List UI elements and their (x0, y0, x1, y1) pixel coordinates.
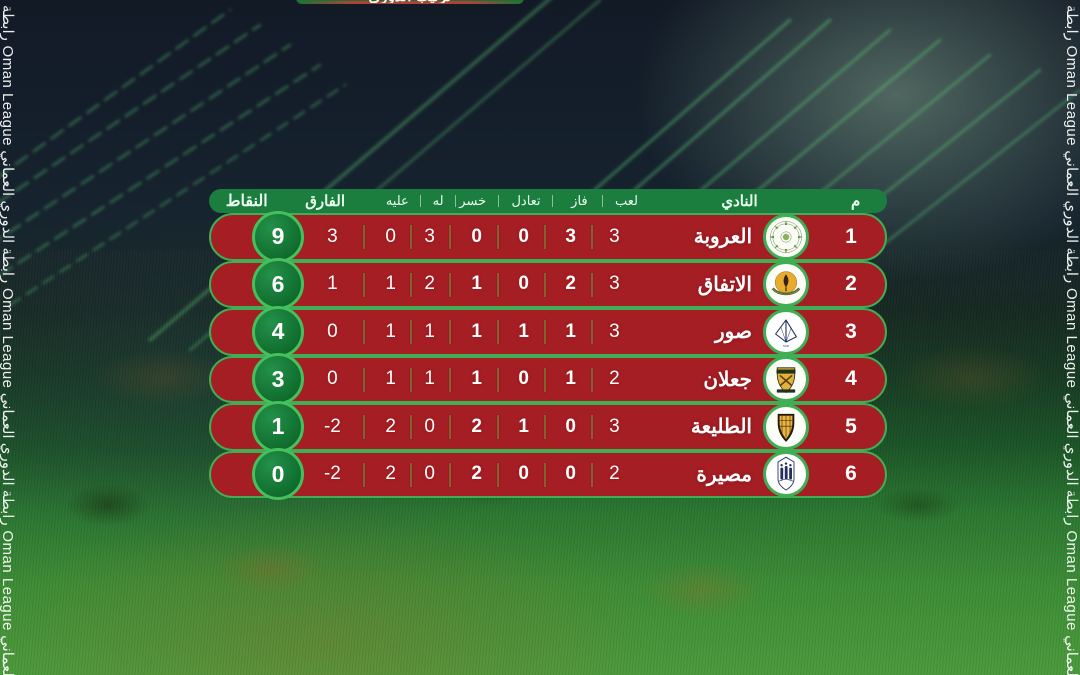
svg-text:SUR: SUR (783, 344, 789, 348)
